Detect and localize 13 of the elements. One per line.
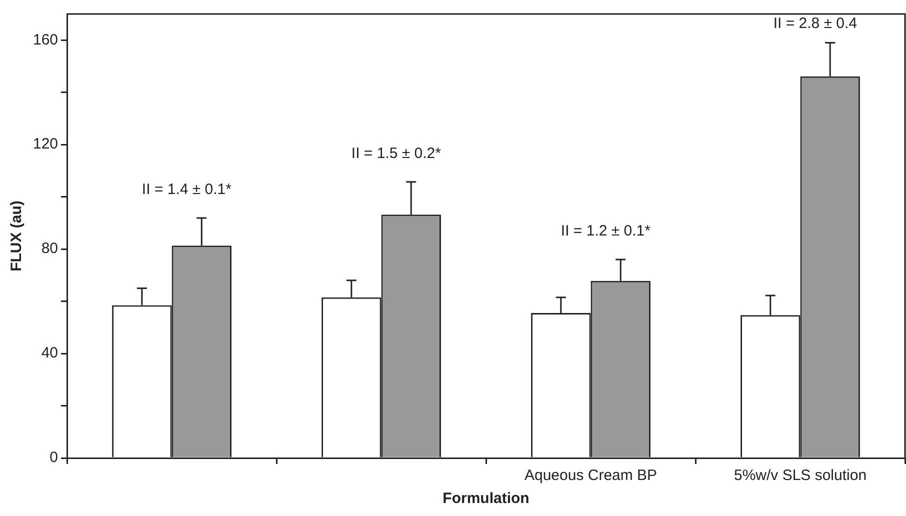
y-tick-label: 120: [32, 136, 58, 153]
y-tick-label: 0: [50, 449, 58, 466]
y-tick-label: 40: [41, 344, 58, 362]
x-tick-label: Aqueous Cream BP: [524, 467, 658, 484]
annotation: II = 1.5 ± 0.2*: [351, 145, 442, 162]
y-tick-label: 80: [41, 240, 58, 258]
annotation: II = 1.2 ± 0.1*: [560, 222, 651, 240]
annotation: II = 2.8 ± 0.4: [773, 15, 858, 32]
y-tick-label: 160: [32, 31, 58, 48]
x-axis-title: Formulation: [442, 490, 530, 508]
y-axis-title: FLUX (au): [8, 200, 26, 272]
x-tick-label: 5%w/v SLS solution: [734, 467, 867, 484]
annotation: II = 1.4 ± 0.1*: [142, 181, 232, 198]
